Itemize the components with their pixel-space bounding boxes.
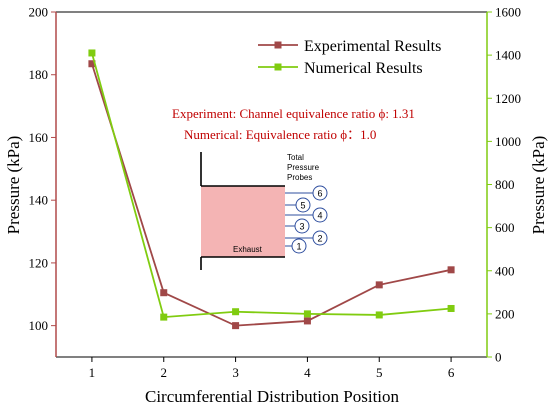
probe-circle	[295, 197, 311, 213]
data-point-experimental	[232, 322, 240, 330]
left-y-ticks: 100 120 140 160 180 200	[29, 5, 56, 333]
left-tick-label: 200	[29, 5, 49, 20]
left-tick-label: 180	[29, 67, 49, 82]
annotation-experiment: Experiment: Channel equivalence ratio ϕ:…	[172, 106, 415, 121]
legend-marker-experimental	[274, 41, 282, 49]
inset-channel-fill	[201, 186, 285, 257]
x-ticks: 1 2 3 4 5 6	[89, 357, 455, 380]
legend-label-numerical: Numerical Results	[304, 60, 423, 77]
probe-label: 6	[317, 189, 322, 199]
data-point-experimental	[303, 317, 311, 325]
right-y-ticks: 0 200 400 600 800 1000 1200 1400 1600	[487, 5, 521, 365]
left-tick-label: 140	[29, 193, 49, 208]
right-tick-label: 1000	[495, 134, 521, 149]
right-tick-label: 1200	[495, 91, 521, 106]
left-axis-label: Pressure (kPa)	[4, 136, 23, 235]
probe-circle	[312, 185, 328, 201]
inset-exhaust-label: Exhaust	[233, 245, 263, 254]
probe-label: 5	[300, 201, 305, 211]
left-tick-label: 120	[29, 255, 49, 270]
x-axis-label: Circumferential Distribution Position	[145, 387, 400, 406]
probe-inset: Total Pressure Probes Exhaust 1 2 3 4 5 6	[200, 152, 328, 270]
legend-label-experimental: Experimental Results	[304, 38, 441, 55]
right-tick-label: 0	[495, 350, 502, 365]
probe-circle	[312, 207, 328, 223]
inset-header-line-1: Total	[287, 153, 304, 162]
right-tick-label: 800	[495, 177, 515, 192]
right-tick-label: 200	[495, 306, 515, 321]
legend-item-numerical: Numerical Results	[258, 60, 423, 77]
probe-circle	[294, 218, 310, 234]
series-layer	[88, 49, 455, 330]
right-tick-label: 1600	[495, 5, 521, 20]
data-point-numerical	[160, 313, 168, 321]
data-point-experimental	[160, 289, 168, 297]
series-line-numerical	[91, 52, 452, 319]
data-point-numerical	[303, 310, 311, 318]
probe-label: 1	[296, 242, 301, 252]
legend-item-experimental: Experimental Results	[258, 38, 441, 55]
left-tick-label: 100	[29, 318, 49, 333]
legend-marker-numerical	[274, 63, 282, 71]
left-tick-label: 160	[29, 130, 49, 145]
probe-circle	[291, 238, 307, 254]
right-tick-label: 600	[495, 220, 515, 235]
data-point-numerical	[447, 304, 455, 312]
data-point-numerical	[232, 308, 240, 316]
series-line-experimental	[91, 63, 452, 327]
data-point-numerical	[375, 311, 383, 319]
legend: Experimental Results Numerical Results	[258, 38, 441, 77]
data-point-experimental	[447, 266, 455, 274]
probe-label: 2	[317, 234, 322, 244]
x-tick-label: 3	[232, 365, 239, 380]
inset-probes: 1 2 3 4 5 6	[285, 185, 328, 254]
inset-header-line-3: Probes	[287, 173, 312, 182]
annotation-numerical: Numerical: Equivalence ratio ϕ：1.0	[184, 127, 376, 142]
probe-label: 3	[299, 222, 304, 232]
data-point-experimental	[375, 281, 383, 289]
inset-header-line-2: Pressure	[287, 163, 320, 172]
data-point-experimental	[88, 60, 96, 68]
probe-circle	[312, 230, 328, 246]
right-tick-label: 1400	[495, 48, 521, 63]
x-tick-label: 5	[376, 365, 383, 380]
data-point-numerical	[88, 49, 96, 57]
x-tick-label: 4	[304, 365, 311, 380]
x-tick-label: 1	[89, 365, 96, 380]
right-axis-label: Pressure (kPa)	[529, 136, 548, 235]
x-tick-label: 6	[448, 365, 455, 380]
probe-label: 4	[317, 211, 322, 221]
x-tick-label: 2	[161, 365, 168, 380]
right-tick-label: 400	[495, 263, 515, 278]
